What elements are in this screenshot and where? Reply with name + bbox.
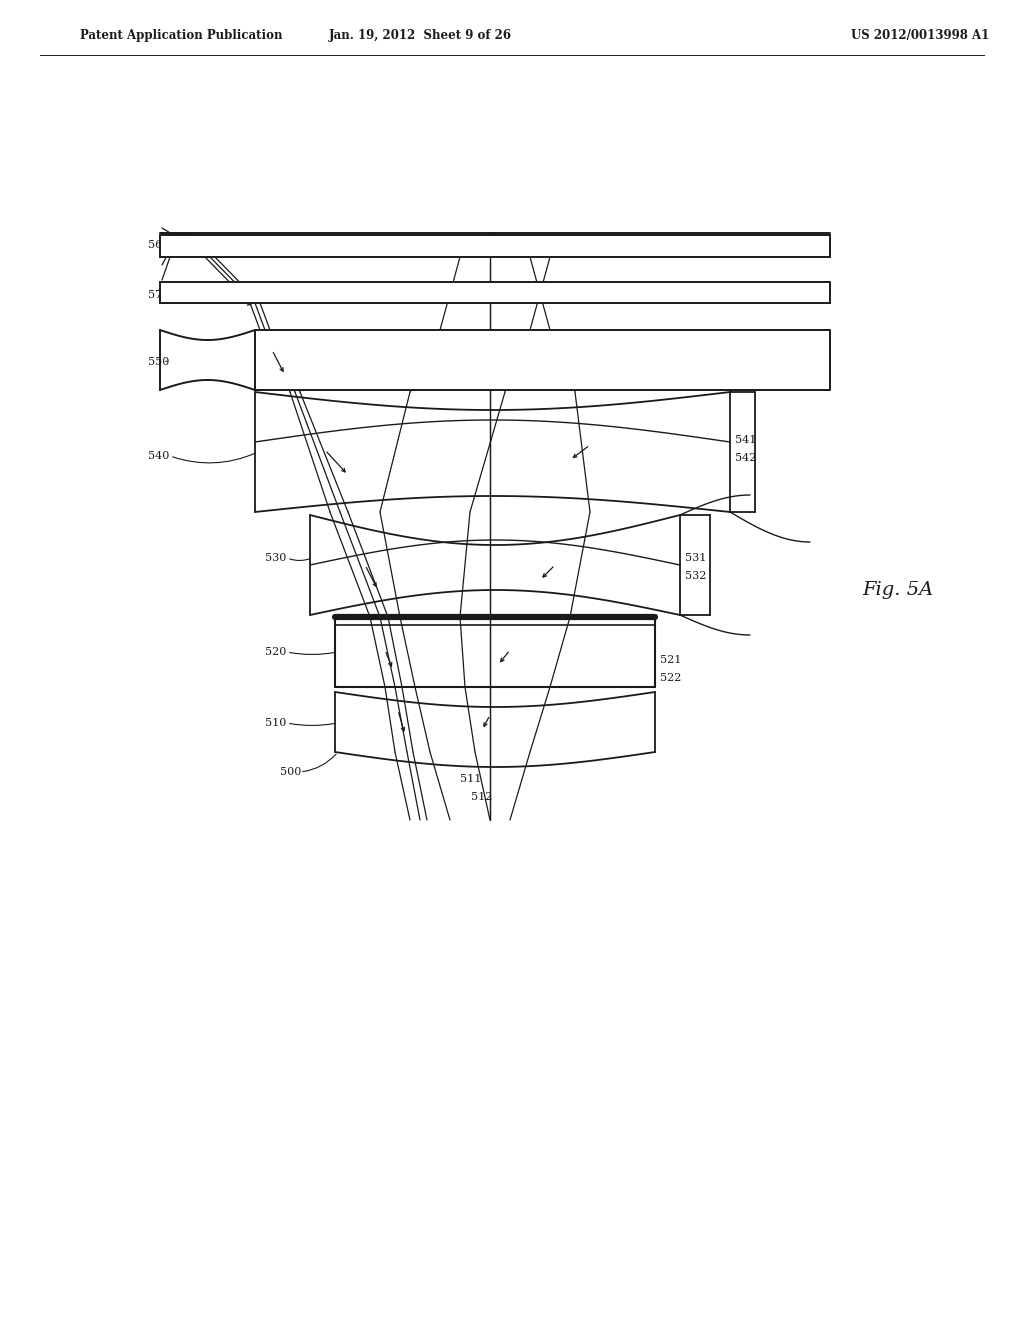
Text: 550: 550 [148,356,169,367]
Text: 522: 522 [660,673,681,682]
Text: Jan. 19, 2012  Sheet 9 of 26: Jan. 19, 2012 Sheet 9 of 26 [329,29,512,41]
Text: 541: 541 [735,436,757,445]
Text: 570: 570 [148,290,169,300]
Bar [160,235,830,257]
Bar [160,282,830,304]
Text: 510: 510 [265,718,287,729]
Text: US 2012/0013998 A1: US 2012/0013998 A1 [851,29,989,41]
Text: 532: 532 [685,572,707,581]
Text: 511: 511 [460,774,481,784]
Text: 560: 560 [148,240,169,249]
Text: 530: 530 [265,553,287,564]
Text: 500: 500 [280,767,301,777]
Text: Patent Application Publication: Patent Application Publication [80,29,283,41]
Text: Fig. 5A: Fig. 5A [862,581,933,599]
Text: 512: 512 [471,792,493,803]
Text: 520: 520 [265,647,287,657]
Text: 540: 540 [148,451,169,461]
Text: 521: 521 [660,655,681,665]
Text: 542: 542 [735,453,757,463]
Bar [255,330,830,389]
Text: 531: 531 [685,553,707,564]
